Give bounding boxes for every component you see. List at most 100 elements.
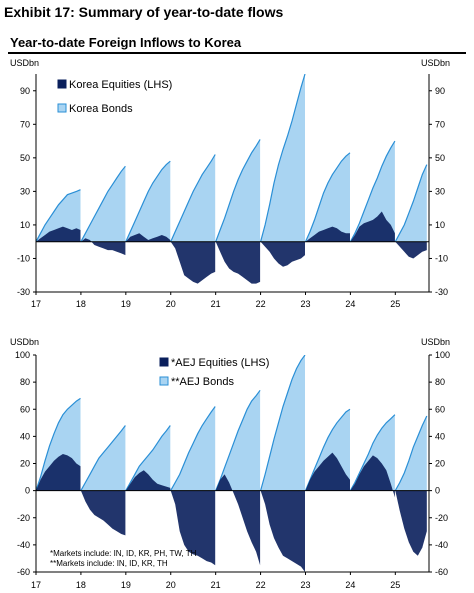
equities-area-1-6	[305, 452, 350, 491]
right-tick-label-1-4: 20	[435, 459, 445, 469]
bonds-area-0-6	[305, 152, 350, 242]
left-tick-label-0-4: 10	[20, 220, 30, 230]
bonds-line-1-4	[215, 389, 261, 491]
bonds-line-0-6	[304, 152, 351, 242]
right-tick-label-1-8: -60	[435, 567, 448, 577]
equities-area-0-0	[36, 226, 81, 242]
left-tick-label-1-8: -60	[17, 567, 30, 577]
equities-area-1-1	[80, 490, 126, 536]
bonds-area-0-1	[80, 166, 126, 242]
bonds-line-1-7	[349, 414, 396, 491]
right-tick-label-1-0: 100	[435, 350, 450, 360]
bonds-area-1-4	[215, 390, 261, 491]
bonds-line-0-2	[125, 160, 171, 242]
x-tick-label-0-3: 20	[166, 299, 176, 309]
bonds-line-0-0	[36, 189, 81, 242]
right-tick-label-1-3: 40	[435, 431, 445, 441]
left-tick-label-1-0: 100	[15, 350, 30, 360]
right-tick-label-1-7: -40	[435, 540, 448, 550]
bonds-line-0-3	[170, 154, 216, 242]
x-tick-label-1-1: 18	[76, 580, 86, 590]
legend-swatch-bonds-0	[57, 103, 67, 113]
unit-left-1: USDbn	[10, 337, 39, 347]
x-tick-label-0-0: 17	[31, 299, 41, 309]
equities-area-1-2	[125, 470, 171, 491]
left-tick-label-0-5: -10	[17, 253, 30, 263]
bonds-line-1-1	[80, 425, 126, 491]
left-tick-label-0-6: -30	[17, 287, 30, 297]
x-tick-label-0-8: 25	[390, 299, 400, 309]
right-tick-label-1-5: 0	[435, 486, 440, 496]
bonds-area-0-4	[215, 139, 261, 242]
equities-area-0-4	[215, 241, 261, 284]
right-tick-label-0-4: 10	[435, 220, 445, 230]
right-tick-label-0-3: 30	[435, 186, 445, 196]
x-tick-label-1-3: 20	[166, 580, 176, 590]
legend-swatch-equities-0	[57, 79, 67, 89]
equities-area-1-8	[395, 490, 427, 556]
left-tick-label-0-3: 30	[20, 186, 30, 196]
legend-label-bonds-1: **AEJ Bonds	[171, 376, 234, 388]
x-tick-label-0-1: 18	[76, 299, 86, 309]
equities-area-1-7	[350, 455, 395, 498]
equities-area-1-3	[170, 490, 216, 566]
x-tick-label-0-2: 19	[121, 299, 131, 309]
left-tick-label-0-1: 70	[20, 119, 30, 129]
plot-area-1	[36, 355, 428, 572]
x-tick-label-1-5: 22	[256, 580, 266, 590]
right-tick-label-1-2: 60	[435, 404, 445, 414]
unit-right-0: USDbn	[421, 58, 450, 68]
equities-area-0-1	[80, 238, 126, 256]
x-tick-label-1-4: 21	[211, 580, 221, 590]
equities-area-0-5	[260, 241, 305, 267]
left-tick-label-1-5: 0	[25, 486, 30, 496]
left-tick-label-1-2: 60	[20, 404, 30, 414]
x-tick-label-1-8: 25	[390, 580, 400, 590]
right-tick-label-0-1: 70	[435, 119, 445, 129]
left-tick-label-1-3: 40	[20, 431, 30, 441]
equities-area-0-6	[305, 226, 350, 242]
equities-area-1-5	[260, 490, 305, 572]
x-tick-label-0-4: 21	[211, 299, 221, 309]
exhibit-title: Exhibit 17: Summary of year-to-date flow…	[4, 4, 284, 20]
bonds-area-0-8	[395, 164, 427, 242]
bonds-line-1-8	[394, 415, 428, 491]
x-tick-label-0-7: 24	[345, 299, 355, 309]
bonds-line-0-7	[349, 140, 396, 242]
bonds-line-1-5	[260, 355, 306, 491]
bonds-line-1-2	[125, 425, 171, 491]
legend-label-equities-1: *AEJ Equities (LHS)	[171, 357, 269, 369]
right-tick-label-0-6: -30	[435, 287, 448, 297]
chart-title-korea: Year-to-date Foreign Inflows to Korea	[10, 35, 242, 50]
x-tick-label-1-7: 24	[345, 580, 355, 590]
equities-area-0-3	[170, 241, 216, 284]
left-tick-label-1-1: 80	[20, 377, 30, 387]
unit-left-0: USDbn	[10, 58, 39, 68]
title-rule	[8, 52, 466, 54]
bonds-line-0-8	[394, 164, 428, 242]
equities-area-0-8	[395, 241, 427, 259]
equities-area-1-4	[215, 474, 261, 566]
legend-swatch-bonds-1	[159, 376, 169, 386]
left-tick-label-1-7: -40	[17, 540, 30, 550]
left-tick-label-1-6: -20	[17, 513, 30, 523]
bonds-line-1-6	[304, 408, 351, 491]
equities-area-0-7	[350, 211, 395, 242]
right-tick-label-1-1: 80	[435, 377, 445, 387]
bonds-area-1-1	[80, 425, 126, 491]
bonds-area-1-5	[260, 355, 305, 491]
equities-area-0-2	[125, 233, 171, 242]
bonds-line-0-1	[80, 165, 126, 242]
left-tick-label-0-0: 90	[20, 86, 30, 96]
right-tick-label-1-6: -20	[435, 513, 448, 523]
legend-label-equities-0: Korea Equities (LHS)	[69, 79, 172, 91]
market-note-1: **Markets include: IN, ID, KR, TH	[50, 559, 168, 568]
legend-swatch-equities-1	[159, 357, 169, 367]
x-tick-label-1-0: 17	[31, 580, 41, 590]
bonds-line-0-5	[260, 74, 306, 242]
right-tick-label-0-5: -10	[435, 253, 448, 263]
x-tick-label-0-6: 23	[300, 299, 310, 309]
market-note-0: *Markets include: IN, ID, KR, PH, TW, TH	[50, 549, 197, 558]
x-tick-label-1-2: 19	[121, 580, 131, 590]
